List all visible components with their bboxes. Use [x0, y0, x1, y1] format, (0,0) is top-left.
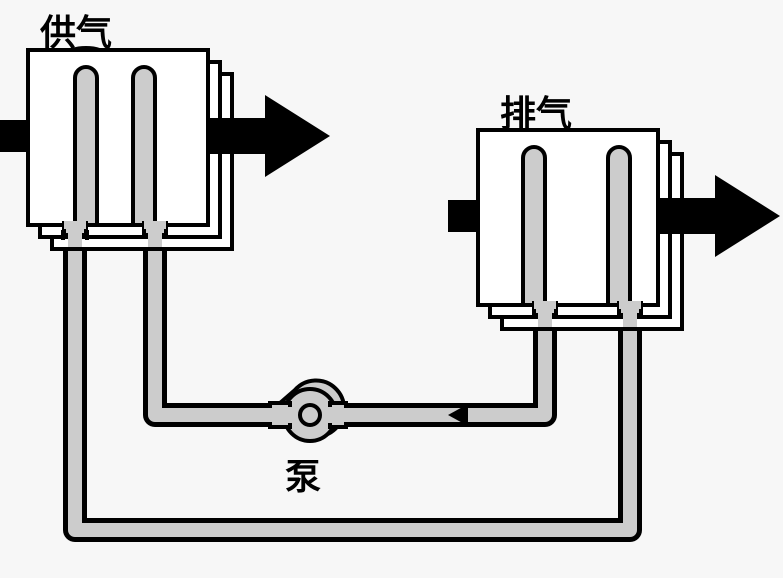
diagram-container: 供气 排气 泵: [0, 0, 783, 573]
supply-label: 供气: [40, 4, 112, 56]
diagram-svg: [0, 0, 783, 573]
supply-box-clean: [28, 50, 232, 249]
exhaust-label: 排气: [500, 85, 572, 137]
exhaust-box: [478, 130, 682, 329]
supply-inlet-arrow: [0, 120, 28, 152]
pump: [264, 381, 352, 441]
pump-label: 泵: [285, 448, 321, 500]
exhaust-inlet-arrow: [448, 200, 478, 232]
